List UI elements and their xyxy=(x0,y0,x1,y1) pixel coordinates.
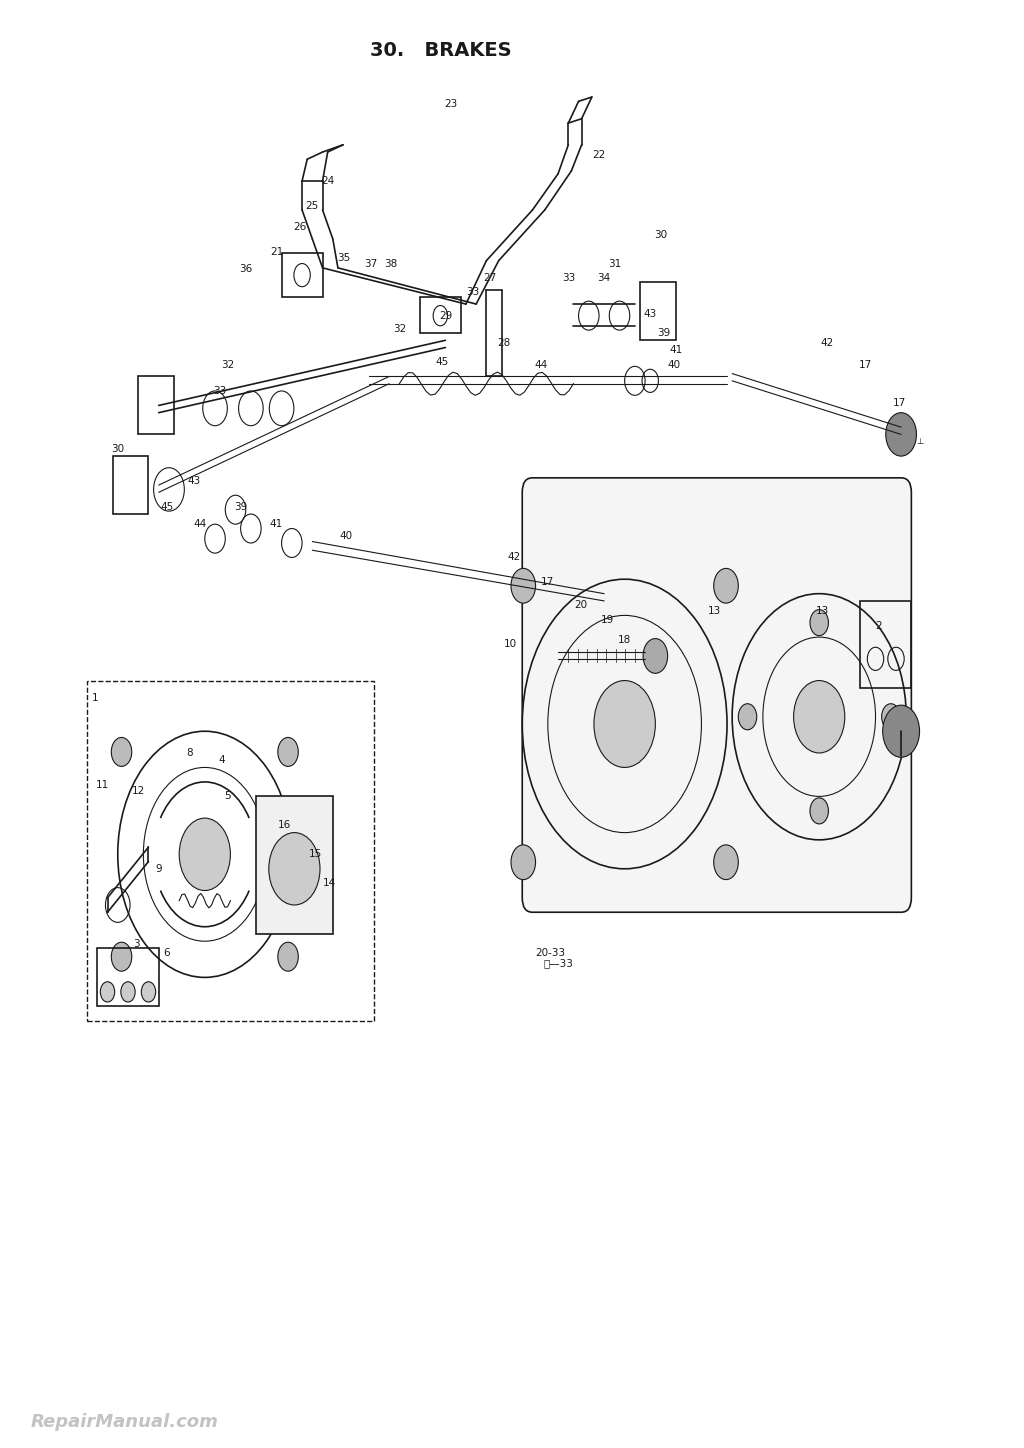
Circle shape xyxy=(794,681,845,753)
Text: 45: 45 xyxy=(436,358,449,366)
Text: 17: 17 xyxy=(859,361,871,369)
Text: 43: 43 xyxy=(188,476,201,485)
Text: 41: 41 xyxy=(670,346,682,355)
Circle shape xyxy=(594,681,655,767)
Bar xyxy=(97,948,159,1006)
Text: 33: 33 xyxy=(562,274,574,282)
Circle shape xyxy=(112,943,132,972)
Text: 26: 26 xyxy=(294,223,306,232)
Text: 15: 15 xyxy=(309,850,322,859)
Text: 18: 18 xyxy=(618,636,631,644)
Circle shape xyxy=(278,737,298,766)
Text: 6: 6 xyxy=(164,948,170,957)
Text: 32: 32 xyxy=(393,324,406,333)
Text: 38: 38 xyxy=(385,259,397,268)
Text: RepairManual.com: RepairManual.com xyxy=(31,1413,218,1431)
Circle shape xyxy=(278,943,298,972)
Circle shape xyxy=(511,569,536,604)
Text: 14: 14 xyxy=(324,879,336,888)
Circle shape xyxy=(810,798,828,824)
Circle shape xyxy=(141,982,156,1002)
Text: 30: 30 xyxy=(112,445,124,453)
Circle shape xyxy=(886,413,916,456)
Circle shape xyxy=(714,569,738,604)
Text: 40: 40 xyxy=(668,361,680,369)
Text: 22: 22 xyxy=(593,151,605,159)
Text: 5: 5 xyxy=(224,792,230,801)
Text: 33: 33 xyxy=(467,288,479,297)
Text: 34: 34 xyxy=(598,274,610,282)
Circle shape xyxy=(100,982,115,1002)
Text: 17: 17 xyxy=(893,398,905,407)
Text: 45: 45 xyxy=(161,502,173,511)
Circle shape xyxy=(268,833,319,905)
Text: 30: 30 xyxy=(654,230,667,239)
Text: 39: 39 xyxy=(234,502,247,511)
Text: 42: 42 xyxy=(508,553,520,562)
Text: 21: 21 xyxy=(270,248,283,256)
Circle shape xyxy=(643,639,668,673)
Text: 17: 17 xyxy=(542,578,554,586)
FancyBboxPatch shape xyxy=(522,478,911,912)
Bar xyxy=(860,601,911,688)
Text: 23: 23 xyxy=(444,100,457,109)
Text: 25: 25 xyxy=(306,201,318,210)
Text: 37: 37 xyxy=(365,259,377,268)
Text: 40: 40 xyxy=(340,531,352,540)
Circle shape xyxy=(511,844,536,879)
Text: 27: 27 xyxy=(483,274,496,282)
Circle shape xyxy=(738,704,757,730)
Text: 35: 35 xyxy=(338,253,350,262)
Text: 41: 41 xyxy=(270,520,283,529)
Text: 8: 8 xyxy=(186,749,193,757)
Text: 24: 24 xyxy=(322,177,334,185)
Text: 3: 3 xyxy=(133,940,139,948)
Text: 29: 29 xyxy=(439,311,452,320)
Circle shape xyxy=(112,737,132,766)
Text: 10: 10 xyxy=(504,640,516,649)
Bar xyxy=(420,297,461,333)
Text: 9: 9 xyxy=(156,864,162,873)
Text: 31: 31 xyxy=(608,259,621,268)
Text: 30.   BRAKES: 30. BRAKES xyxy=(370,41,511,61)
Text: 1: 1 xyxy=(92,694,98,702)
Text: 20: 20 xyxy=(574,601,587,610)
Text: 39: 39 xyxy=(657,329,670,337)
Text: 32: 32 xyxy=(221,361,233,369)
Bar xyxy=(138,376,174,434)
Circle shape xyxy=(810,610,828,636)
Circle shape xyxy=(883,705,920,757)
Text: 4: 4 xyxy=(219,756,225,765)
Text: 44: 44 xyxy=(194,520,206,529)
Bar xyxy=(256,796,333,934)
Circle shape xyxy=(179,818,230,891)
Circle shape xyxy=(121,982,135,1002)
Text: 44: 44 xyxy=(535,361,547,369)
Text: 36: 36 xyxy=(240,265,252,274)
Text: 13: 13 xyxy=(709,607,721,615)
Circle shape xyxy=(882,704,900,730)
Bar xyxy=(113,456,148,514)
Bar xyxy=(640,282,676,340)
Text: 13: 13 xyxy=(816,607,828,615)
Text: 2: 2 xyxy=(876,621,882,630)
Text: 19: 19 xyxy=(601,615,613,624)
Text: 28: 28 xyxy=(498,339,510,348)
Text: 16: 16 xyxy=(279,821,291,830)
Text: 20-33: 20-33 xyxy=(535,948,565,957)
Text: 11: 11 xyxy=(96,780,109,789)
Text: ⑳—33: ⑳—33 xyxy=(543,959,573,967)
Text: ⊥: ⊥ xyxy=(916,437,924,446)
Bar xyxy=(87,681,374,1021)
Bar xyxy=(282,253,323,297)
Text: 33: 33 xyxy=(214,387,226,395)
Circle shape xyxy=(714,844,738,879)
Text: 12: 12 xyxy=(132,786,144,795)
Text: 42: 42 xyxy=(821,339,834,348)
Text: 43: 43 xyxy=(644,310,656,319)
